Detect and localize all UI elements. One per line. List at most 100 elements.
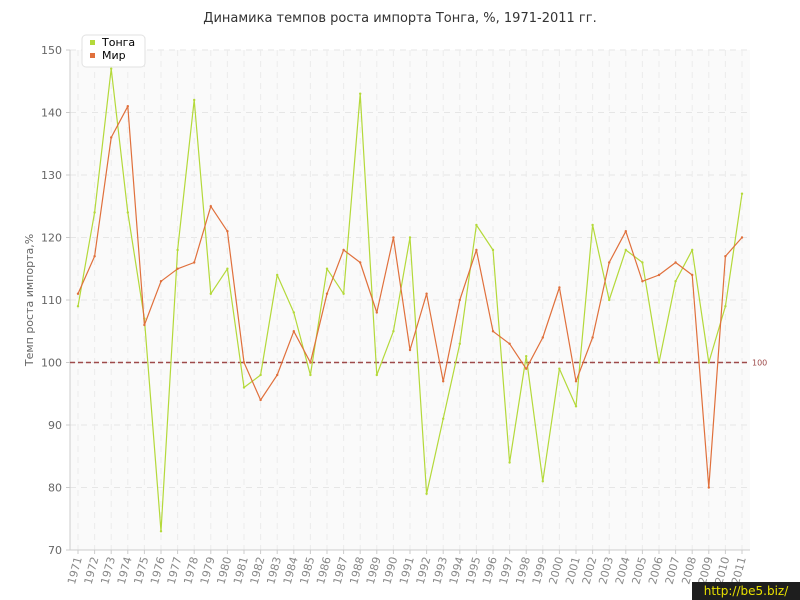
data-point [707,486,710,489]
data-point [325,267,329,270]
data-point [740,192,744,195]
data-point [707,361,710,364]
y-tick-label: 90 [48,419,62,432]
data-point [193,98,196,102]
y-tick-label: 140 [41,107,62,120]
data-point [491,248,495,252]
y-tick-label: 110 [41,294,62,307]
data-point [259,373,262,377]
legend-swatch [90,40,95,45]
data-point [259,398,262,402]
data-point [475,248,478,252]
data-point [375,373,378,377]
series-group [76,67,744,533]
data-point [176,267,179,270]
data-point [242,361,246,364]
data-point [226,267,229,270]
data-point [408,348,412,352]
data-point [740,236,744,239]
data-point [558,367,561,370]
data-point [458,298,461,302]
data-point [292,311,295,314]
data-point [674,261,677,264]
reference-line-label: 100 [752,359,767,368]
data-point [325,292,329,295]
data-point [591,336,594,339]
data-point [475,223,478,227]
chart-title: Динамика темпов роста импорта Тонга, %, … [203,11,596,26]
data-point [143,323,146,327]
data-point [657,273,661,277]
data-point [541,480,544,483]
data-point [276,273,279,277]
data-point [392,330,395,333]
data-point [375,311,378,314]
data-point [309,361,312,364]
y-tick-label: 120 [41,232,62,245]
data-point [574,380,578,383]
data-point [159,280,163,283]
legend-swatch [90,53,95,58]
data-point [641,261,644,264]
data-point [525,367,528,370]
data-point [558,286,561,289]
data-point [392,236,395,239]
data-point [76,292,80,295]
watermark: http://be5.biz/ [692,582,800,600]
data-point [724,255,727,258]
data-point [624,230,627,233]
data-point [242,386,246,389]
x-axis-ticks: 1971197219731974197519761977197819791980… [65,550,749,586]
data-point [93,255,96,258]
legend-box [81,34,146,68]
data-point [608,298,611,302]
data-point [359,261,362,264]
data-point [126,105,129,108]
data-point [541,336,544,339]
data-point [442,380,445,383]
data-point [657,361,661,364]
data-point [425,292,428,295]
data-point [691,273,694,277]
data-point [691,248,694,252]
data-point [525,355,528,358]
data-point [176,248,179,252]
data-point [292,330,295,333]
data-point [159,530,163,533]
y-tick-label: 150 [41,44,62,57]
reference-line-group: 100 [70,359,767,368]
y-tick-label: 100 [41,357,62,370]
data-point [641,280,644,283]
data-point [608,261,611,264]
data-point [93,211,96,214]
data-point [674,280,677,283]
data-point [442,417,445,420]
data-point [209,205,212,208]
data-point [359,92,362,95]
legend-label: Мир [102,49,126,62]
data-point [591,223,594,227]
data-point [193,261,196,264]
data-point [458,342,461,345]
data-point [126,211,129,214]
y-axis-label: Темп роста импорта,% [23,234,36,367]
data-point [574,405,578,408]
y-tick-label: 130 [41,169,62,182]
y-tick-label: 80 [48,482,62,495]
data-point [110,67,113,70]
data-point [508,461,511,464]
data-point [276,373,279,377]
data-point [425,492,428,495]
data-point [226,230,229,233]
data-point [491,330,495,333]
data-point [508,342,511,345]
data-point [624,248,627,252]
data-point [408,236,412,239]
data-point [342,248,345,252]
data-point [110,136,113,139]
data-point [209,292,212,295]
legend-label: Тонга [101,36,135,49]
y-tick-label: 70 [48,544,62,557]
data-point [724,305,727,308]
